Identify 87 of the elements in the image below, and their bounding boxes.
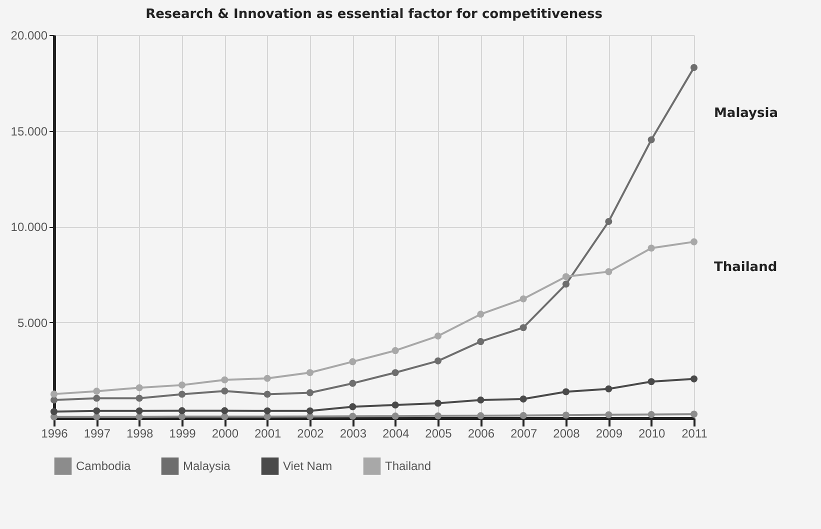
point	[648, 378, 655, 386]
point	[434, 400, 442, 407]
legend-label: Cambodia	[76, 459, 132, 474]
point	[434, 357, 442, 364]
point	[392, 369, 399, 376]
point	[520, 295, 527, 302]
chart-title: Research & Innovation as essential factor for competitiveness	[146, 7, 603, 22]
point	[648, 411, 655, 418]
x-tick-label: 2000	[212, 426, 239, 440]
y-tick-label: 20.000	[10, 28, 48, 42]
x-tick-label: 2001	[254, 426, 282, 440]
point	[477, 310, 484, 318]
point	[221, 413, 228, 420]
point	[306, 369, 314, 376]
point	[690, 64, 698, 72]
point	[93, 407, 100, 414]
x-tick-label: 2011	[682, 426, 708, 440]
point	[605, 218, 612, 226]
point	[178, 382, 186, 389]
point	[349, 358, 356, 366]
point	[690, 238, 698, 246]
x-tick-label: 2006	[468, 426, 495, 440]
legend-label: Malaysia	[183, 459, 231, 474]
point	[562, 273, 570, 280]
x-tick-label: 2004	[382, 426, 410, 440]
x-tick-label: 1998	[126, 426, 154, 440]
x-tick-label: 2007	[510, 426, 538, 440]
point	[93, 394, 100, 402]
point	[264, 374, 271, 382]
point	[136, 384, 143, 392]
point	[392, 401, 399, 409]
point	[562, 280, 570, 288]
point	[648, 136, 655, 144]
point	[93, 413, 100, 420]
point	[520, 324, 527, 332]
point	[221, 376, 228, 384]
point	[264, 390, 271, 398]
point	[520, 396, 527, 403]
point	[264, 407, 271, 414]
point	[605, 385, 612, 392]
point	[392, 412, 399, 420]
text: Thailand	[714, 260, 778, 275]
legend-label: Viet Nam	[283, 459, 332, 474]
point	[178, 413, 186, 420]
point	[349, 403, 356, 410]
x-tick-label: 2010	[638, 426, 666, 440]
point	[178, 390, 186, 398]
x-tick-label: 1996	[41, 426, 68, 440]
x-tick-label: 2005	[425, 426, 452, 440]
point	[93, 388, 100, 395]
point	[434, 332, 442, 340]
point	[477, 396, 484, 404]
point	[306, 407, 314, 414]
y-tick-label: 15.000	[10, 124, 48, 138]
x-tick-label: 2002	[297, 426, 324, 440]
point	[349, 380, 356, 387]
text: Malaysia	[714, 106, 778, 121]
point	[562, 388, 570, 396]
point	[605, 411, 612, 418]
point	[690, 410, 698, 418]
point	[477, 412, 484, 420]
point	[50, 390, 58, 398]
point	[562, 412, 570, 419]
point	[605, 268, 612, 276]
point	[50, 408, 58, 416]
point	[648, 244, 655, 252]
point	[136, 407, 143, 414]
point	[221, 407, 228, 414]
point	[306, 389, 314, 396]
point	[50, 396, 58, 404]
point	[221, 387, 228, 395]
point	[349, 412, 356, 420]
x-tick-label: 2008	[553, 426, 580, 440]
x-tick-label: 2009	[596, 426, 623, 440]
point	[520, 412, 527, 420]
point	[690, 375, 698, 382]
y-tick-label: 5.000	[17, 316, 48, 330]
point	[477, 338, 484, 346]
point	[178, 407, 186, 414]
x-tick-label: 2003	[340, 426, 367, 440]
legend-label: Thailand	[385, 459, 432, 474]
y-tick-label: 10.000	[10, 220, 48, 234]
point	[434, 412, 442, 420]
point	[392, 347, 399, 354]
x-tick-label: 1999	[169, 426, 196, 440]
x-tick-label: 1997	[84, 426, 111, 440]
point	[136, 394, 143, 402]
